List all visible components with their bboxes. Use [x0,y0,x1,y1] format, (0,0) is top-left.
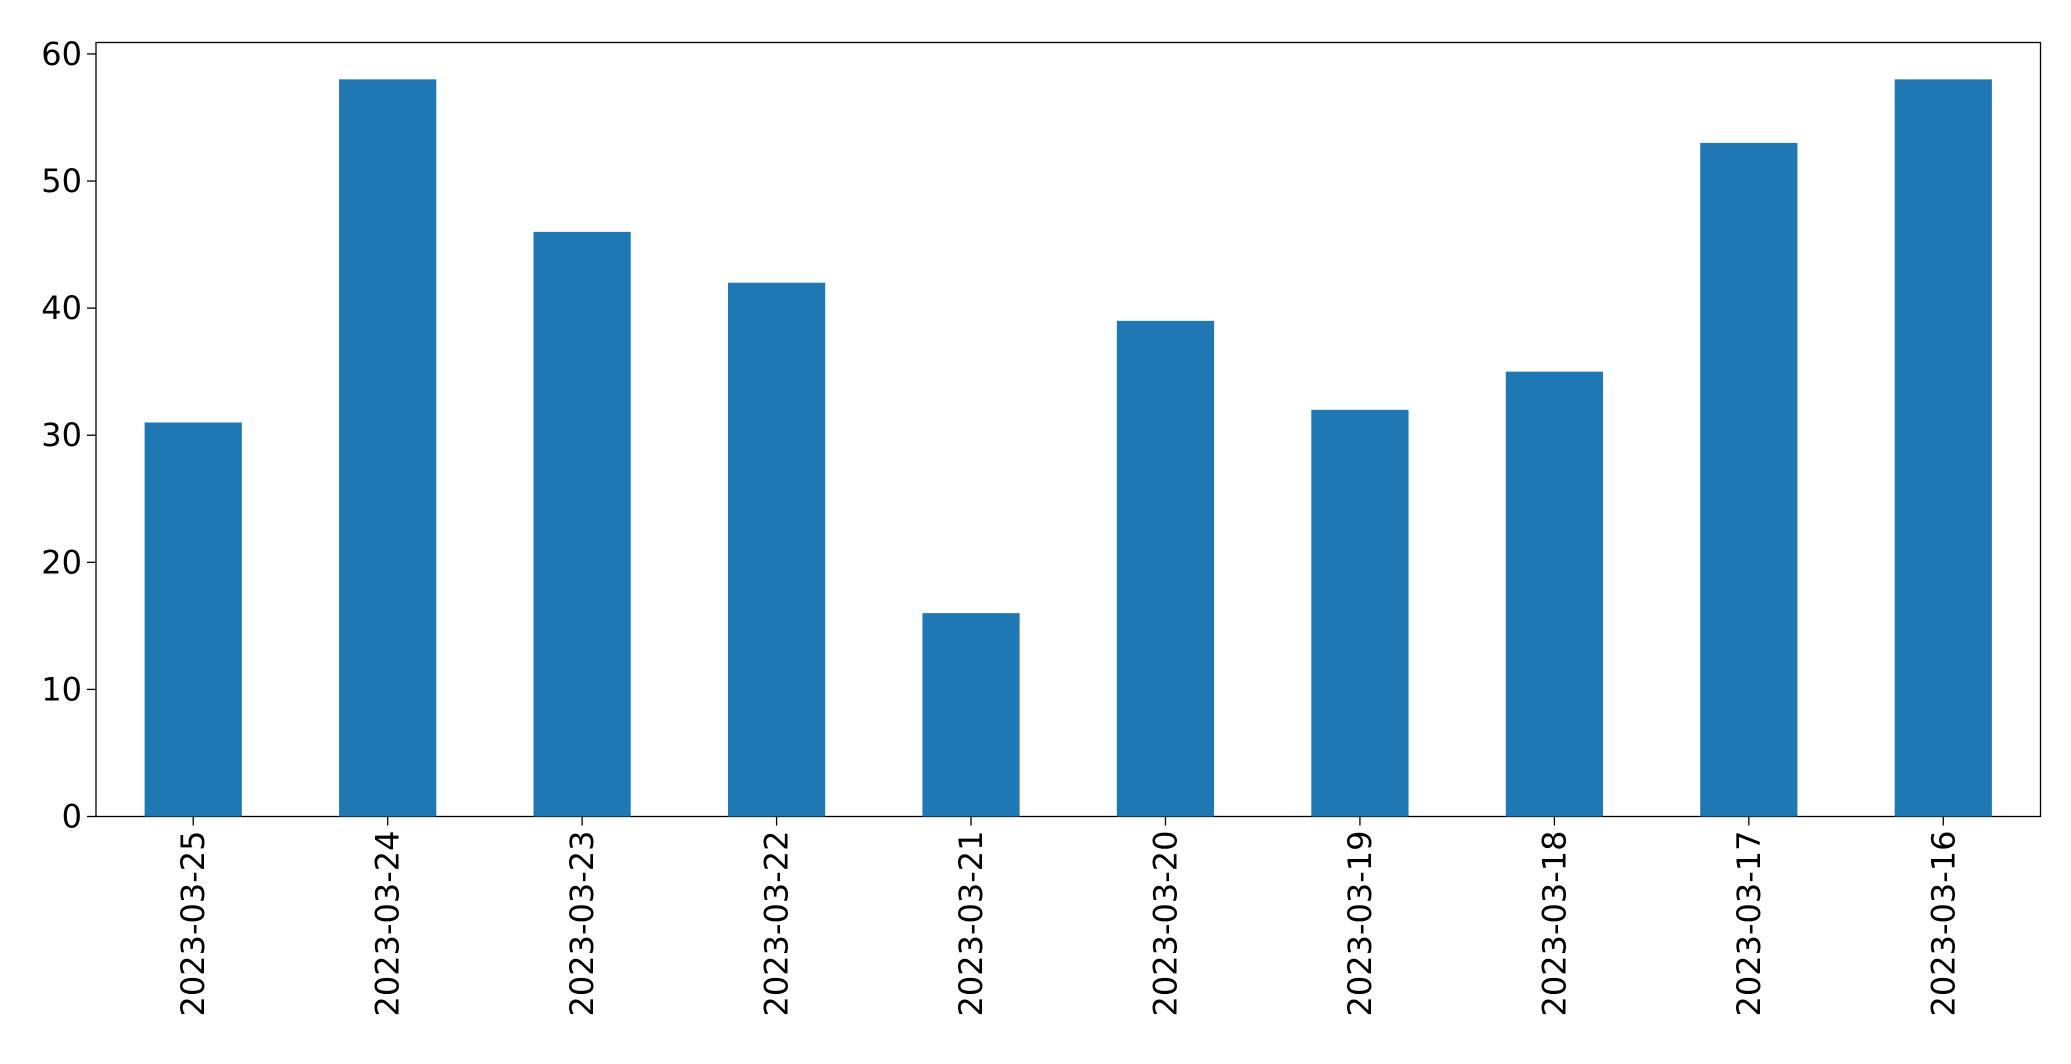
y-tick-label: 0 [62,798,82,836]
y-tick-label: 40 [41,289,82,327]
y-tick-label: 20 [41,543,82,581]
y-tick-label: 30 [41,416,82,454]
y-tick-label: 10 [41,670,82,708]
bar [1700,142,1798,817]
x-tick-label: 2023-03-18 [1535,831,1573,1017]
x-tick-label: 2023-03-20 [1146,831,1184,1017]
x-tick-label: 2023-03-23 [563,831,601,1017]
bar [1894,79,1992,817]
bar [144,422,242,817]
bar [339,79,437,817]
plot-frame [95,41,2042,818]
bar [1505,371,1603,817]
x-tick-label: 2023-03-22 [758,831,796,1017]
bar [727,282,826,817]
x-tick-label: 2023-03-16 [1924,831,1962,1017]
bar [1116,320,1215,817]
x-tick-label: 2023-03-21 [952,831,990,1017]
x-tick-label: 2023-03-25 [174,831,212,1017]
x-tick-label: 2023-03-24 [369,831,407,1017]
bar [922,613,1020,817]
bar [1311,409,1409,817]
y-tick-label: 50 [41,162,82,200]
bar [533,231,631,817]
x-tick-label: 2023-03-19 [1341,831,1379,1017]
x-tick-label: 2023-03-17 [1730,831,1768,1017]
y-tick-label: 60 [41,35,82,73]
